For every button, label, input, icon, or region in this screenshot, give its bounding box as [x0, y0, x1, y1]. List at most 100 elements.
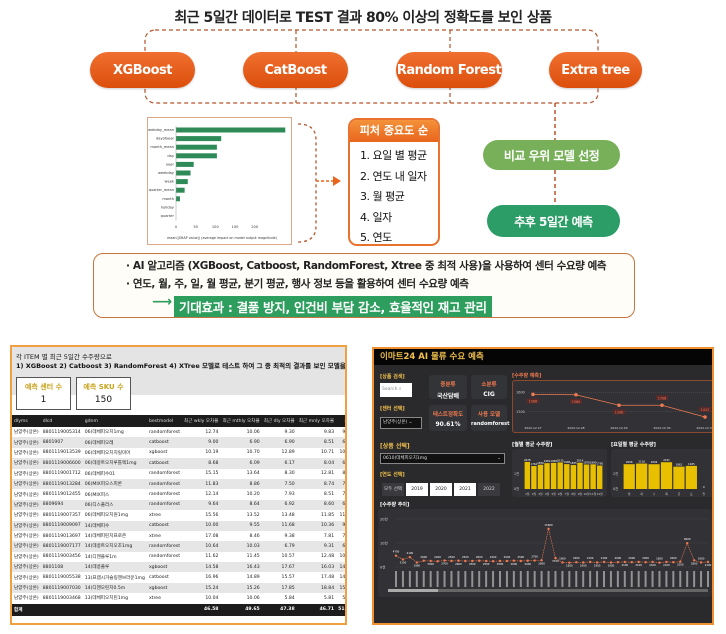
x-tick: 2월	[532, 492, 537, 496]
data-label: 2500	[517, 555, 524, 559]
x-tick: 1월	[525, 492, 530, 496]
trend-point	[394, 554, 398, 557]
table-cell: 9.83	[323, 429, 335, 435]
column-header[interactable]: 최근 dly 오차율	[261, 415, 297, 427]
table-cell: 11.85	[339, 512, 346, 518]
forecast-chart-title: [수주량 예측]	[512, 373, 542, 379]
table-cell: 8801907	[40, 437, 83, 448]
trend-point	[706, 560, 710, 564]
table-cell: 13)데체피오치린1mg	[84, 596, 129, 602]
table-cell: 8801119005314	[42, 429, 81, 435]
x-tick: 2022.12.29	[610, 426, 627, 430]
y-tick: 10천	[380, 541, 388, 546]
bar	[550, 462, 557, 489]
table-cell: catboost	[146, 458, 182, 469]
table-cell: 남양주(상온)	[14, 450, 39, 456]
card-model-used: 사용 모델 randomforest	[471, 405, 509, 431]
year-all-button[interactable]: 모두 선택	[382, 483, 404, 496]
demand-dashboard-screenshot: 이마트24 AI 물류 수요 예측 [상품 검색] Search ⌕ 중분류 국산…	[372, 347, 714, 625]
trend-point	[408, 555, 412, 559]
column-header[interactable]: 최적	[336, 415, 345, 427]
table-row: 남양주(상온) 8801119007177 14)데콩트오치오조1mg randomf…	[12, 541, 345, 552]
x-tick-label	[609, 571, 612, 587]
forecast-point	[617, 403, 621, 408]
bar	[636, 463, 648, 489]
x-tick-label	[575, 571, 578, 587]
bar	[557, 462, 563, 489]
trend-point	[540, 559, 543, 562]
horizontal-scrollbar[interactable]	[388, 589, 708, 592]
data-label: 2600	[511, 562, 518, 566]
x-tick: 2022.12.30	[653, 426, 670, 430]
year-button[interactable]: 2019	[406, 483, 428, 496]
column-header[interactable]: dlyms	[12, 415, 41, 427]
shap-label: day	[167, 154, 174, 158]
table-row: 남양주(상온) 8801119001712 06)데체피수01 randomfores…	[12, 469, 345, 479]
table-cell: 남양주(상온)	[12, 478, 41, 490]
table-cell: 51.51	[336, 603, 345, 616]
table-row: 남양주(상온) 8801119012455 06)MIX피스 randomforest…	[12, 489, 345, 499]
bar-label: 1878	[583, 461, 590, 465]
feature-item: 5. 연도	[360, 231, 392, 244]
x-tick: 9월	[578, 492, 583, 496]
x-tick-label	[464, 571, 467, 587]
data-label: 3700	[552, 559, 559, 563]
column-header[interactable]: dlcd	[40, 415, 83, 427]
product-select[interactable]: 0610)데체피오치1mg ⌄	[380, 453, 505, 464]
table-cell: 8.64	[220, 499, 262, 511]
table-cell: 6.09	[220, 458, 262, 469]
forecast-point	[703, 415, 707, 419]
table-cell: 06)디스플러스	[82, 499, 147, 511]
table-cell: 15.57	[281, 575, 295, 581]
year-button[interactable]: 2020	[430, 483, 452, 496]
data-label: 2100	[601, 556, 608, 560]
table-cell: 9.55	[220, 520, 262, 531]
year-button[interactable]: 2022	[478, 483, 500, 496]
center-select[interactable]: 남양주(상온) ⌄	[380, 417, 422, 429]
table-cell: 12.14	[205, 492, 219, 498]
shap-bar	[176, 196, 180, 202]
arrow-icon	[333, 176, 341, 186]
column-header[interactable]: 최근 mthly 오차율	[220, 415, 262, 427]
shap-label: weekday	[158, 171, 175, 175]
column-header[interactable]: bestmodel	[146, 415, 182, 427]
column-header[interactable]: gdnm	[82, 415, 147, 427]
trend-point	[595, 561, 599, 564]
shap-label: quarter	[161, 214, 175, 218]
table-cell: xgboost	[146, 562, 182, 573]
column-header[interactable]: 최근 wkly 오차율	[182, 415, 221, 427]
search-input[interactable]: Search ⌕	[380, 383, 412, 397]
table-cell: 10.70	[246, 450, 260, 456]
card-mid-category: 중분류 국산담배	[429, 375, 467, 400]
table-cell: 14)데콩플루	[82, 562, 147, 573]
table-cell: 06)MIX피오스피론	[82, 478, 147, 490]
data-label: 2100	[649, 563, 656, 567]
shap-tick: 0	[175, 225, 178, 229]
table-row: 남양주(상온) 8809694 06)디스플러스 randomforest 9.64 8.…	[12, 499, 345, 511]
shap-label: quarter_mean	[149, 188, 174, 192]
year-button[interactable]: 2021	[454, 483, 476, 496]
data-label: 2700	[531, 555, 538, 559]
table-cell: 8.51	[296, 437, 337, 448]
x-tick-label	[401, 571, 404, 587]
table-cell: 12.74	[205, 429, 219, 435]
table-cell: 46.71	[296, 603, 337, 616]
data-label: 1412	[701, 408, 709, 412]
shap-label: weekday_mean	[148, 128, 174, 132]
model-xgboost: XGBoost	[90, 52, 195, 88]
table-cell: 17.67	[261, 562, 297, 573]
table-cell: 14)데콩트오치오조1mg	[82, 541, 147, 552]
table-cell: 46.58	[182, 603, 221, 616]
table-cell: 10.03	[220, 541, 262, 552]
trend-point	[436, 560, 439, 563]
x-tick-label	[596, 571, 599, 587]
x-tick-label	[686, 571, 689, 587]
shap-bar	[176, 127, 286, 133]
data-label: 1900	[559, 556, 566, 560]
x-tick-label	[707, 571, 709, 587]
bar	[564, 464, 570, 489]
table-cell: 18.84	[296, 582, 337, 594]
scrollbar-thumb[interactable]	[388, 589, 438, 592]
column-header[interactable]: 최근 mnly 오차율	[296, 415, 337, 427]
